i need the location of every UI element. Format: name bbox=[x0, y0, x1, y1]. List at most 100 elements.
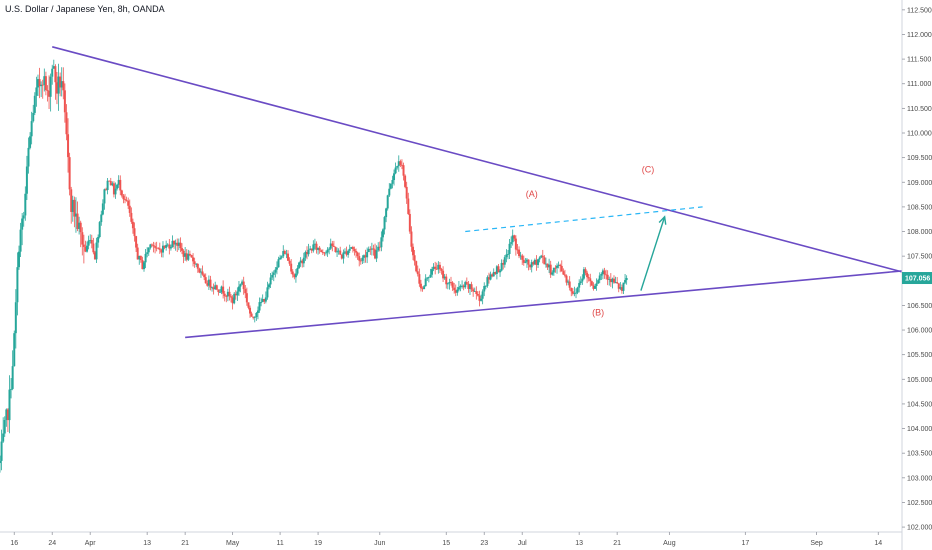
candle-body bbox=[6, 409, 9, 421]
time-tick-label: 13 bbox=[575, 540, 583, 547]
candle-body bbox=[131, 221, 134, 229]
chart-drawings bbox=[52, 46, 903, 339]
candle-body bbox=[79, 222, 82, 233]
candle-body bbox=[135, 236, 138, 248]
candle-body bbox=[495, 266, 498, 274]
candle-body bbox=[625, 278, 628, 281]
candle-body bbox=[293, 274, 296, 278]
candle-body bbox=[364, 255, 367, 258]
candle-body bbox=[242, 281, 245, 290]
candle-body bbox=[446, 283, 449, 285]
candle-body bbox=[541, 255, 544, 258]
candle-body bbox=[105, 189, 108, 191]
candle-body bbox=[556, 265, 559, 268]
candle-body bbox=[275, 267, 278, 270]
candle-body bbox=[98, 222, 101, 238]
candle-body bbox=[453, 287, 456, 291]
time-tick-label: Sep bbox=[810, 540, 823, 547]
price-tick-label: 105.500 bbox=[907, 352, 932, 359]
candle-body bbox=[258, 302, 261, 311]
candle-body bbox=[340, 254, 343, 259]
candle-body bbox=[530, 262, 533, 268]
candle-body bbox=[421, 288, 424, 290]
upper-trendline[interactable] bbox=[52, 46, 903, 273]
dashed-channel-line[interactable] bbox=[465, 206, 703, 233]
price-tick-label: 109.000 bbox=[907, 180, 932, 187]
candle-body bbox=[533, 259, 536, 265]
time-tick-label: 21 bbox=[613, 540, 621, 547]
candle-body bbox=[445, 276, 448, 285]
price-tick-label: 112.000 bbox=[907, 32, 932, 39]
arrow-head-icon bbox=[658, 215, 667, 225]
candle-body bbox=[535, 259, 538, 265]
candle-body bbox=[36, 79, 39, 88]
candle-body bbox=[288, 260, 291, 264]
candle-body bbox=[11, 366, 14, 389]
candle-body bbox=[93, 252, 96, 260]
candle-body bbox=[128, 205, 131, 213]
candle-body bbox=[274, 269, 277, 273]
wave-labels: (A) (B) (C) bbox=[526, 164, 655, 317]
candle-body bbox=[597, 280, 600, 284]
candle-body bbox=[459, 285, 462, 288]
price-tick-label: 110.000 bbox=[907, 131, 932, 138]
candle-body bbox=[239, 284, 242, 287]
candle-body bbox=[431, 269, 434, 275]
candle-body bbox=[407, 198, 410, 214]
candle-body bbox=[147, 247, 150, 253]
candle-body bbox=[372, 248, 375, 250]
candle-body bbox=[120, 190, 123, 196]
price-tick-label: 106.000 bbox=[907, 328, 932, 335]
candle-body bbox=[451, 282, 454, 288]
candle-body bbox=[375, 250, 378, 259]
candle-body bbox=[549, 264, 552, 275]
time-tick-label: May bbox=[226, 540, 240, 547]
candle-body bbox=[263, 298, 266, 302]
candle-body bbox=[234, 293, 237, 296]
candle-body bbox=[169, 246, 172, 249]
candle-body bbox=[266, 287, 269, 298]
candle-body bbox=[465, 282, 468, 284]
candle-body bbox=[46, 90, 49, 91]
candle-body bbox=[5, 409, 8, 420]
candle-body bbox=[298, 262, 301, 268]
candle-body bbox=[551, 272, 554, 275]
candle-body bbox=[400, 164, 403, 166]
candle-body bbox=[486, 277, 489, 286]
candle-body bbox=[100, 214, 103, 223]
candle-body bbox=[228, 291, 231, 297]
candle-body bbox=[144, 253, 147, 263]
candle-body bbox=[440, 269, 443, 271]
candle-body bbox=[483, 286, 486, 292]
price-tick-label: 104.500 bbox=[907, 401, 932, 408]
current-price-badge bbox=[902, 272, 932, 285]
candle-body bbox=[190, 255, 193, 258]
candle-body bbox=[290, 263, 293, 272]
candle-body bbox=[374, 249, 377, 259]
candle-body bbox=[334, 246, 337, 253]
candle-body bbox=[359, 260, 362, 262]
candle-body bbox=[432, 266, 435, 270]
candle-body bbox=[442, 270, 445, 279]
candle-body bbox=[332, 245, 335, 247]
candle-body bbox=[40, 84, 43, 87]
candle-body bbox=[122, 195, 125, 200]
candle-body bbox=[241, 281, 244, 285]
candle-body bbox=[343, 251, 346, 253]
candle-body bbox=[201, 271, 204, 275]
time-tick-label: 11 bbox=[276, 540, 283, 547]
candle-body bbox=[489, 274, 492, 280]
candle-body bbox=[464, 282, 467, 288]
candle-body bbox=[0, 460, 1, 464]
projection-arrow[interactable] bbox=[640, 216, 666, 291]
time-tick-label: 21 bbox=[181, 540, 189, 547]
candle-body bbox=[154, 246, 157, 248]
candle-body bbox=[249, 307, 252, 314]
lower-trendline[interactable] bbox=[185, 270, 903, 339]
candle-body bbox=[397, 161, 400, 167]
candle-body bbox=[366, 252, 369, 258]
candle-body bbox=[568, 281, 571, 288]
candle-body bbox=[312, 244, 315, 251]
time-tick-label: 13 bbox=[143, 540, 151, 547]
